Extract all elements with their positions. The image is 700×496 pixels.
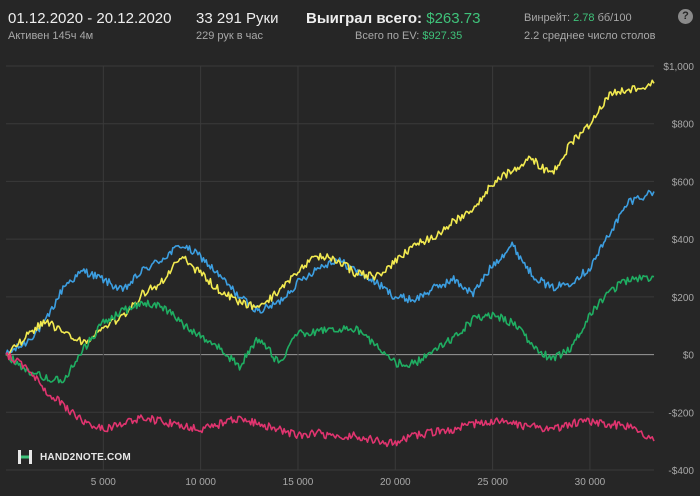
graph-chart: -$400 -$200 $0 $200 $400 $600 $800 $1,000 5 000… (5, 62, 694, 488)
winrate-label: Винрейт: (524, 12, 571, 24)
hands-count: 33 291 Руки (196, 10, 279, 27)
y-tick-label: $800 (672, 120, 695, 131)
x-tick-label: 15 000 (283, 477, 314, 488)
winrate-unit: бб/100 (597, 12, 632, 24)
series-line-0 (5, 189, 655, 355)
won-value: $263.73 (426, 10, 481, 27)
y-axis-labels: -$400 -$200 $0 $200 $400 $600 $800 $1,000 (663, 62, 694, 477)
y-tick-label: $1,000 (663, 62, 694, 73)
won-total: Выиграл всего: $263.73 (306, 10, 480, 27)
help-icon[interactable]: ? (678, 9, 693, 24)
series-lines (5, 79, 655, 448)
date-range[interactable]: 01.12.2020 - 20.12.2020 (8, 10, 172, 27)
hands-per-hour: 229 рук в час (196, 30, 264, 42)
x-tick-label: 25 000 (477, 477, 508, 488)
logo-text: HAND2NOTE.COM (40, 451, 131, 463)
x-tick-label: 20 000 (380, 477, 411, 488)
ev-value: $927.35 (422, 30, 463, 42)
y-tick-label: $400 (672, 235, 695, 246)
grid (6, 65, 654, 471)
y-tick-label: $600 (672, 177, 695, 188)
y-tick-label: $200 (672, 293, 695, 304)
winrate-value: 2.78 (573, 12, 595, 24)
x-axis-labels: 5 000 10 000 15 000 20 000 25 000 30 000 (91, 477, 606, 488)
series-line-3 (5, 352, 655, 448)
x-tick-label: 30 000 (575, 477, 606, 488)
y-tick-label: -$400 (668, 466, 694, 477)
won-label: Выиграл всего: (306, 10, 423, 27)
x-tick-label: 10 000 (185, 477, 216, 488)
winrate: Винрейт: 2.78 бб/100 (524, 12, 632, 24)
ev-total: Всего по EV: $927.35 (355, 30, 462, 42)
series-line-2 (5, 274, 655, 384)
y-tick-label: $0 (683, 351, 695, 362)
hand2note-logo-icon (18, 450, 32, 464)
x-tick-label: 5 000 (91, 477, 116, 488)
stats-header: 01.12.2020 - 20.12.2020 Активен 145ч 4м … (0, 0, 700, 58)
avg-tables: 2.2 среднее число столов (524, 30, 656, 42)
active-time: Активен 145ч 4м (8, 30, 94, 42)
ev-label: Всего по EV: (355, 30, 420, 42)
hand2note-logo: HAND2NOTE.COM (16, 448, 131, 466)
y-tick-label: -$200 (668, 408, 694, 419)
